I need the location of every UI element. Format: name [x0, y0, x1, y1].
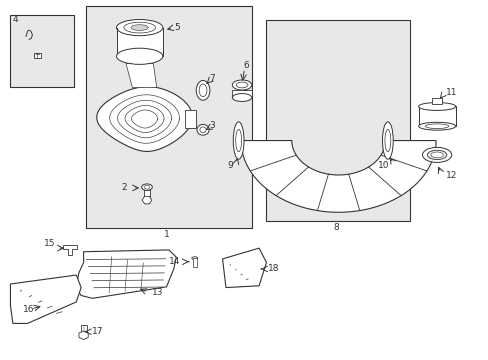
Text: 15: 15: [43, 239, 55, 248]
Ellipse shape: [430, 152, 442, 158]
Text: 2: 2: [122, 183, 127, 192]
Polygon shape: [126, 63, 157, 87]
Ellipse shape: [191, 257, 197, 260]
Ellipse shape: [142, 184, 152, 190]
Polygon shape: [63, 245, 77, 255]
Ellipse shape: [382, 122, 392, 159]
Polygon shape: [241, 140, 435, 212]
Ellipse shape: [427, 150, 446, 159]
Text: 7: 7: [209, 74, 215, 83]
Ellipse shape: [131, 25, 148, 31]
Polygon shape: [222, 248, 266, 288]
Text: 10: 10: [377, 161, 389, 170]
Polygon shape: [192, 258, 196, 267]
Text: 12: 12: [445, 171, 456, 180]
Polygon shape: [34, 53, 41, 58]
Ellipse shape: [232, 80, 251, 90]
Ellipse shape: [418, 103, 455, 111]
Ellipse shape: [197, 125, 209, 135]
Polygon shape: [142, 196, 152, 204]
Text: 4: 4: [13, 15, 19, 24]
Polygon shape: [76, 250, 176, 298]
Text: 8: 8: [332, 223, 338, 232]
Text: 16: 16: [22, 305, 34, 314]
Ellipse shape: [196, 81, 209, 100]
Ellipse shape: [422, 147, 451, 162]
Polygon shape: [144, 190, 150, 197]
Text: 6: 6: [243, 61, 248, 70]
Text: 14: 14: [169, 257, 181, 266]
Text: 3: 3: [209, 121, 215, 130]
Bar: [266, 21, 409, 221]
Ellipse shape: [116, 48, 163, 64]
Ellipse shape: [116, 19, 163, 36]
Polygon shape: [79, 331, 88, 339]
Bar: [86, 6, 251, 228]
Ellipse shape: [233, 122, 244, 159]
Text: 1: 1: [163, 230, 169, 239]
Polygon shape: [116, 28, 163, 56]
Polygon shape: [184, 110, 195, 128]
Polygon shape: [10, 275, 81, 323]
Bar: [431, 98, 441, 104]
Text: 17: 17: [92, 327, 103, 336]
Polygon shape: [418, 107, 455, 126]
Text: 9: 9: [226, 161, 232, 170]
Polygon shape: [97, 87, 192, 152]
Text: 11: 11: [445, 87, 456, 96]
Text: 18: 18: [267, 265, 279, 274]
Bar: [10, 15, 74, 87]
Polygon shape: [81, 325, 86, 332]
Text: 5: 5: [173, 23, 179, 32]
Text: 13: 13: [152, 288, 163, 297]
Ellipse shape: [418, 122, 455, 130]
Polygon shape: [232, 90, 251, 98]
Ellipse shape: [232, 94, 251, 102]
